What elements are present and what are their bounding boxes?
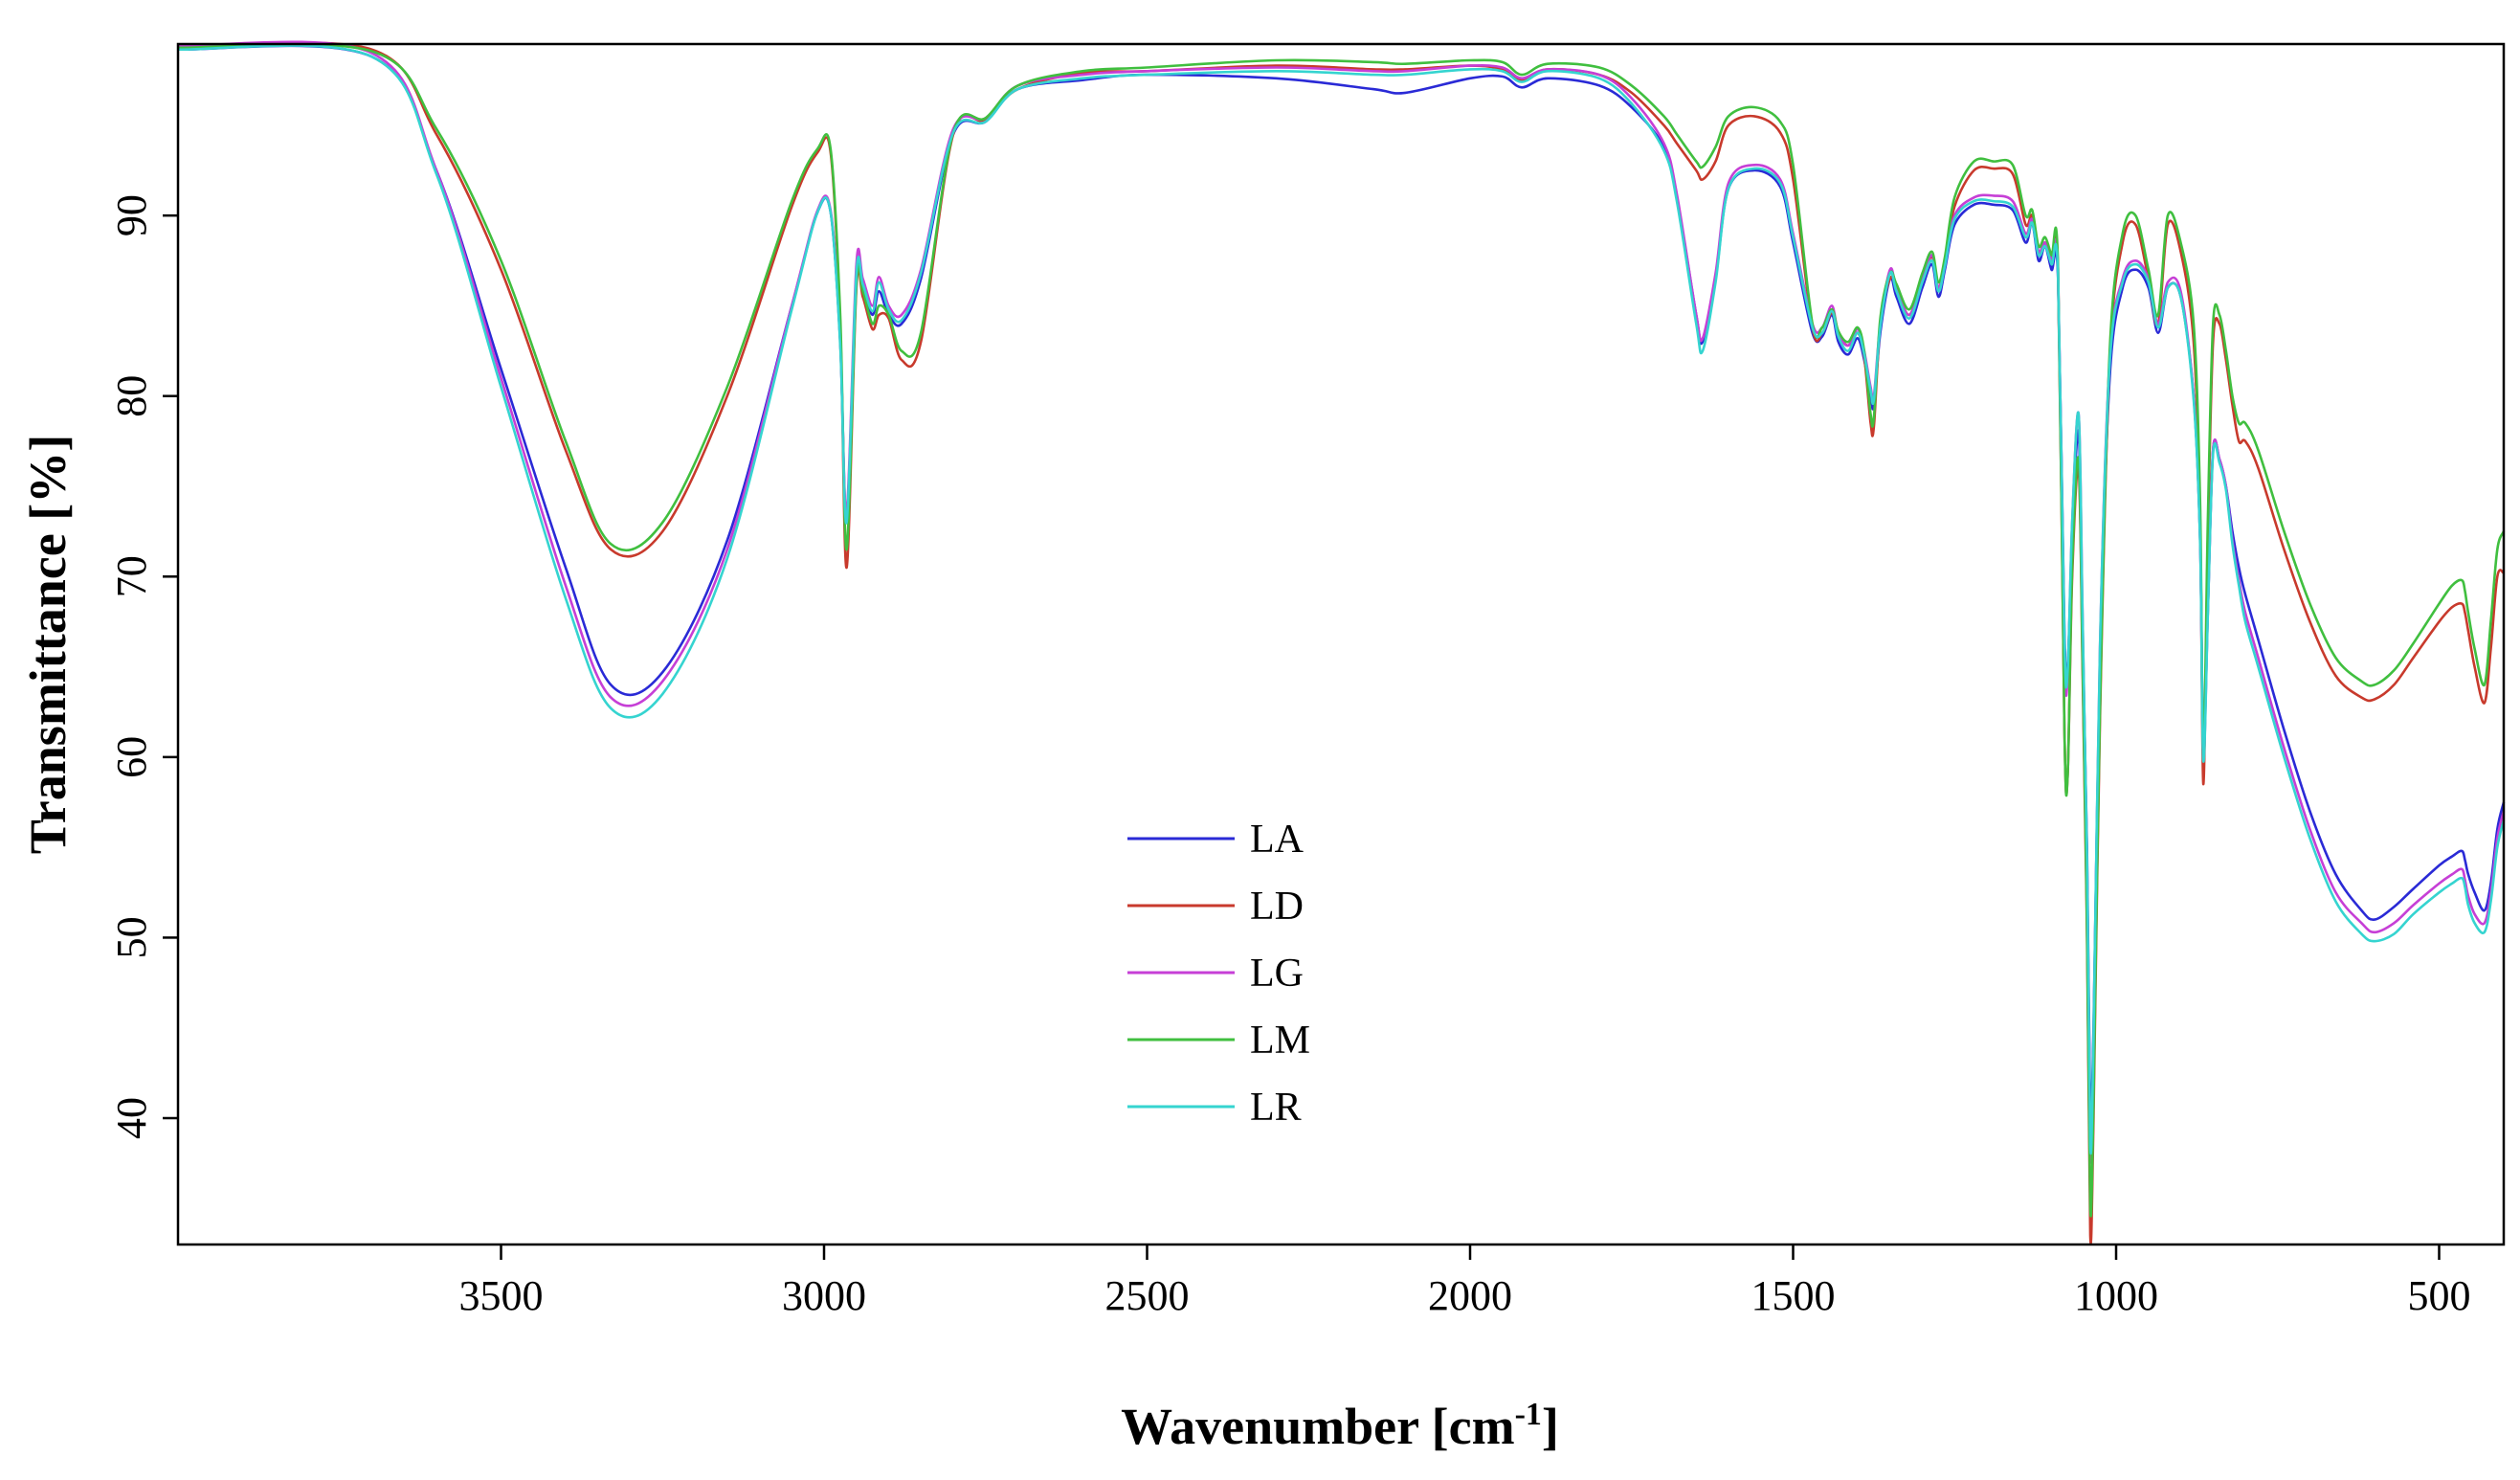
x-tick-label: 1000 [2074,1272,2158,1319]
legend-label-lg: LG [1250,952,1304,996]
y-tick-label: 40 [108,1097,155,1139]
x-tick-label: 1500 [1751,1272,1836,1319]
x-axis: 3500 3000 2500 2000 1500 1000 500 [459,1245,2471,1319]
legend-label-lm: LM [1250,1019,1310,1063]
y-axis: 40 50 60 70 80 90 [108,194,178,1139]
y-tick-label: 60 [108,736,155,778]
series-line-lm [177,42,2506,1218]
y-axis-title: Transmittance [%] [19,435,77,854]
x-tick-label: 3000 [782,1272,866,1319]
legend-label-lr: LR [1250,1086,1302,1130]
x-tick-label: 500 [2408,1272,2471,1319]
legend-label-ld: LD [1250,885,1304,929]
x-tick-label: 3500 [459,1272,544,1319]
y-tick-label: 90 [108,194,155,236]
plot-frame [176,42,2506,1246]
x-tick-label: 2000 [1428,1272,1512,1319]
y-tick-label: 50 [108,916,155,958]
y-tick-label: 80 [108,375,155,417]
legend-label-la: LA [1250,818,1305,862]
legend: LA LD LG LM LR [1127,818,1310,1130]
x-axis-title: Wavenumber [cm-1] [1121,1397,1559,1455]
series-layer [177,40,2506,1245]
y-tick-label: 70 [108,555,155,597]
series-line-lr [177,44,2506,1155]
x-tick-label: 2500 [1105,1272,1190,1319]
